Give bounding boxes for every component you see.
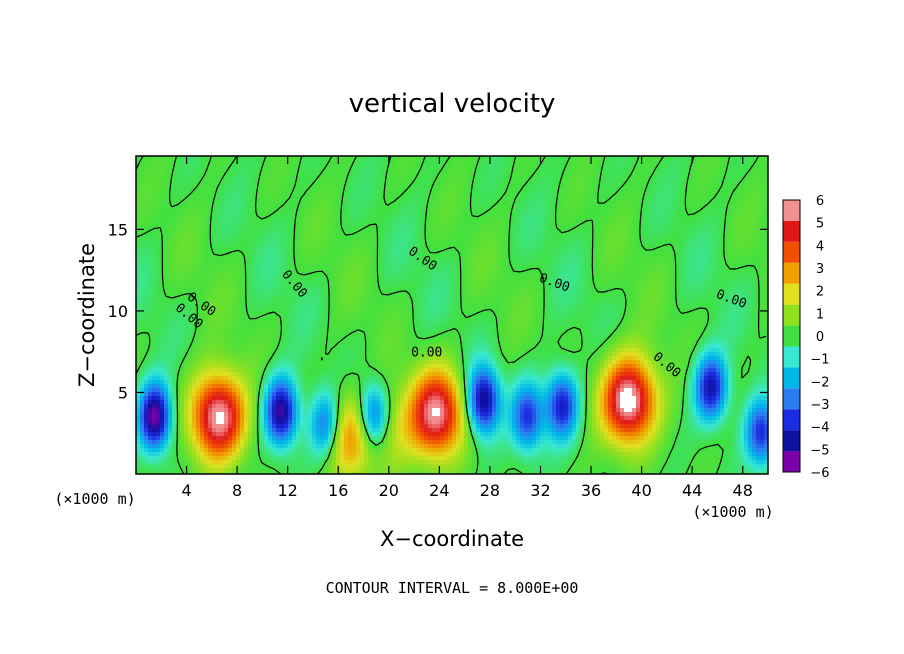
colorbar-label: −2	[810, 375, 829, 390]
x-tick-label: 28	[480, 481, 500, 500]
x-tick-label: 44	[682, 481, 702, 500]
colorbar-label: 3	[816, 262, 824, 277]
contour-label: 0.00	[411, 346, 442, 361]
colorbar-label: 0	[816, 330, 824, 345]
x-tick-label: 40	[631, 481, 651, 500]
chart-title: vertical velocity	[349, 89, 556, 119]
x-unit-label: (×1000 m)	[692, 503, 773, 521]
colorbar-swatch	[783, 325, 800, 347]
colorbar-label: −5	[810, 443, 829, 458]
x-tick-label: 16	[328, 481, 348, 500]
colorbar-label: 2	[816, 285, 824, 300]
colorbar-swatch	[783, 367, 800, 389]
y-tick-label: 5	[118, 383, 128, 402]
x-axis-ticks: 4 8 12 16 20 24 28 32 36 40 44 48	[181, 156, 753, 500]
y-tick-label: 15	[108, 220, 128, 239]
plot-frame	[135, 155, 769, 475]
x-tick-label: 48	[733, 481, 753, 500]
x-tick-label: 12	[278, 481, 298, 500]
colorbar-swatch	[783, 262, 800, 284]
x-tick-label: 20	[379, 481, 399, 500]
colorbar-label: 6	[816, 194, 824, 209]
y-tick-label: 10	[108, 302, 128, 321]
velocity-field	[136, 156, 768, 474]
colorbar-swatch	[783, 304, 800, 326]
colorbar-label: −4	[810, 421, 829, 436]
colorbar-label: 1	[816, 307, 824, 322]
x-tick-label: 4	[181, 481, 191, 500]
colorbar-swatch	[783, 200, 800, 221]
colorbar-label: −6	[810, 466, 829, 481]
x-tick-label: 8	[232, 481, 242, 500]
colorbar-swatch	[783, 430, 800, 452]
colorbar-frame	[782, 199, 801, 473]
colorbar-swatch	[783, 388, 800, 410]
colorbar-label: −1	[810, 353, 829, 368]
x-tick-label: 32	[530, 481, 550, 500]
colorbar-label: 5	[816, 217, 824, 232]
colorbar: −6 −5 −4 −3 −2 −1 0 1 2 3 4 5 6	[782, 194, 830, 481]
colorbar-swatch	[783, 409, 800, 431]
colorbar-swatch	[783, 241, 800, 263]
colorbar-label: 4	[816, 239, 824, 254]
x-tick-label: 36	[581, 481, 601, 500]
colorbar-swatch	[783, 283, 800, 305]
zero-contours	[136, 156, 767, 474]
y-axis-ticks: 5 10 15	[108, 220, 768, 402]
contour-interval-footer: CONTOUR INTERVAL = 8.000E+00	[326, 579, 579, 597]
z-unit-label: (×1000 m)	[54, 490, 135, 508]
y-axis-label: Z−coordinate	[75, 243, 99, 387]
x-tick-label: 24	[429, 481, 449, 500]
colorbar-swatch	[783, 220, 800, 242]
colorbar-swatch	[783, 451, 800, 472]
colorbar-swatch	[783, 346, 800, 368]
colorbar-label: −3	[810, 398, 829, 413]
x-axis-label: X−coordinate	[380, 527, 524, 551]
